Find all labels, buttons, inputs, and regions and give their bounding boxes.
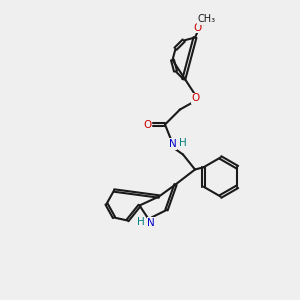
Text: N: N [169, 139, 176, 149]
Text: O: O [192, 93, 200, 103]
Text: H: H [136, 217, 144, 227]
Text: O: O [194, 23, 202, 33]
Text: N: N [147, 218, 155, 228]
Text: CH₃: CH₃ [197, 14, 215, 25]
Text: H: H [178, 138, 186, 148]
Text: O: O [143, 119, 152, 130]
